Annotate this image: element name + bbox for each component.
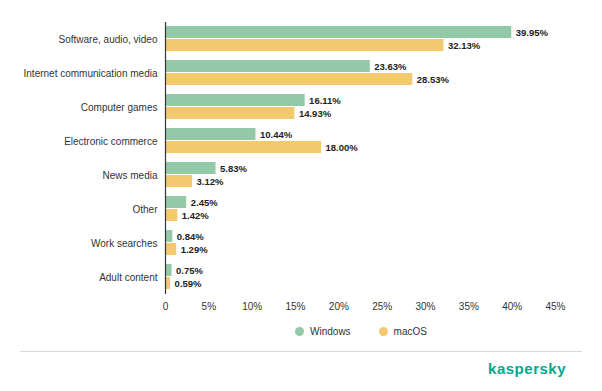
html-text:Windows: Windows (310, 326, 351, 337)
svg-text:14.93%: 14.93% (299, 108, 332, 119)
svg-text:15%: 15% (285, 301, 305, 312)
svg-text:25%: 25% (372, 301, 392, 312)
svg-text:0.75%: 0.75% (176, 265, 203, 276)
svg-text:40%: 40% (502, 301, 522, 312)
svg-text:5%: 5% (202, 301, 217, 312)
svg-text:32.13%: 32.13% (448, 40, 481, 51)
svg-text:16.11%: 16.11% (309, 95, 341, 106)
svg-text:10.44%: 10.44% (260, 129, 293, 140)
html-text:macOS: macOS (393, 326, 427, 337)
svg-text:18.00%: 18.00% (326, 142, 359, 153)
svg-text:1.42%: 1.42% (182, 210, 209, 221)
svg-text:Work searches: Work searches (91, 238, 158, 249)
svg-text:News media: News media (102, 170, 157, 181)
svg-text:3.12%: 3.12% (197, 176, 224, 187)
svg-text:Computer games: Computer games (81, 102, 158, 113)
svg-text:Software, audio, video: Software, audio, video (59, 34, 158, 45)
svg-text:Internet communication media: Internet communication media (24, 68, 158, 79)
svg-text:10%: 10% (242, 301, 262, 312)
svg-text:2.45%: 2.45% (191, 197, 218, 208)
svg-text:Adult content: Adult content (99, 272, 158, 283)
svg-text:1.29%: 1.29% (181, 244, 208, 255)
svg-text:0: 0 (163, 301, 169, 312)
svg-text:0.84%: 0.84% (177, 231, 204, 242)
svg-text:0.59%: 0.59% (175, 278, 202, 289)
svg-text:35%: 35% (459, 301, 479, 312)
svg-text:30%: 30% (415, 301, 435, 312)
svg-text:28.53%: 28.53% (417, 74, 450, 85)
svg-text:45%: 45% (545, 301, 565, 312)
svg-text:20%: 20% (329, 301, 349, 312)
svg-text:Other: Other (132, 204, 158, 215)
svg-text:23.63%: 23.63% (374, 61, 407, 72)
svg-text:Electronic commerce: Electronic commerce (64, 136, 158, 147)
html-text:kaspersky: kaspersky (488, 360, 566, 377)
svg-text:5.83%: 5.83% (220, 163, 247, 174)
svg-text:39.95%: 39.95% (516, 27, 549, 38)
